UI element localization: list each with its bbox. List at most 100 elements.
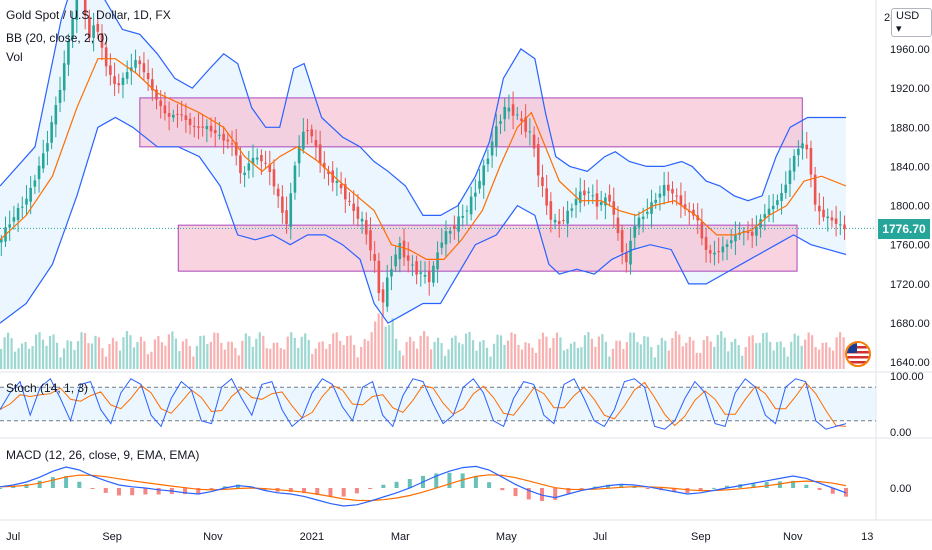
candle-body[interactable]: [545, 188, 548, 206]
candle-body[interactable]: [335, 181, 339, 183]
candle-body[interactable]: [352, 203, 355, 211]
candle-body[interactable]: [440, 242, 444, 248]
candle-body[interactable]: [511, 104, 515, 116]
candle-body[interactable]: [302, 131, 305, 150]
candle-body[interactable]: [771, 205, 775, 210]
candle-body[interactable]: [276, 188, 280, 197]
candle-body[interactable]: [92, 25, 95, 38]
candle-body[interactable]: [432, 265, 435, 283]
candle-body[interactable]: [818, 205, 821, 212]
candle-body[interactable]: [230, 143, 234, 145]
candle-body[interactable]: [839, 224, 842, 226]
candle-body[interactable]: [633, 225, 637, 238]
candle-body[interactable]: [583, 190, 586, 196]
candle-body[interactable]: [742, 231, 746, 233]
candle-body[interactable]: [608, 194, 611, 202]
candle-body[interactable]: [746, 231, 750, 233]
candle-body[interactable]: [348, 200, 351, 202]
candle-body[interactable]: [318, 144, 322, 164]
candle-body[interactable]: [822, 209, 825, 218]
candle-body[interactable]: [725, 244, 729, 247]
candle-body[interactable]: [499, 121, 502, 124]
candle-body[interactable]: [461, 216, 465, 218]
candle-body[interactable]: [109, 65, 112, 75]
candle-body[interactable]: [604, 197, 607, 206]
candle-body[interactable]: [591, 195, 595, 197]
candle-body[interactable]: [654, 199, 658, 203]
candle-body[interactable]: [436, 252, 439, 270]
candle-body[interactable]: [520, 118, 523, 121]
candle-body[interactable]: [293, 165, 297, 193]
candle-body[interactable]: [197, 126, 200, 128]
candle-body[interactable]: [570, 208, 574, 211]
candle-body[interactable]: [469, 196, 473, 215]
support-resistance-zone[interactable]: [139, 97, 803, 148]
candle-body[interactable]: [415, 261, 418, 275]
candle-body[interactable]: [750, 231, 754, 236]
candle-body[interactable]: [88, 16, 91, 38]
candle-body[interactable]: [717, 251, 720, 253]
candle-body[interactable]: [578, 191, 582, 203]
candle-body[interactable]: [192, 125, 196, 127]
candle-body[interactable]: [599, 201, 603, 206]
candle-body[interactable]: [788, 170, 792, 184]
candle-body[interactable]: [25, 198, 28, 205]
candle-body[interactable]: [515, 114, 519, 116]
candle-body[interactable]: [495, 126, 498, 147]
candle-body[interactable]: [402, 240, 406, 258]
candle-body[interactable]: [0, 238, 3, 243]
candle-body[interactable]: [272, 169, 276, 187]
candle-body[interactable]: [134, 59, 137, 68]
candle-body[interactable]: [713, 252, 716, 255]
candle-body[interactable]: [704, 236, 708, 250]
candle-body[interactable]: [826, 216, 830, 219]
candle-body[interactable]: [289, 193, 293, 227]
candle-body[interactable]: [834, 218, 838, 224]
candle-body[interactable]: [314, 139, 318, 147]
candle-body[interactable]: [528, 131, 532, 133]
candle-body[interactable]: [780, 192, 783, 201]
candle-body[interactable]: [247, 163, 251, 171]
bb-legend[interactable]: BB (20, close, 2, 0): [6, 31, 109, 45]
candle-body[interactable]: [12, 217, 16, 222]
stoch-legend[interactable]: Stoch (14, 1, 3): [6, 381, 89, 395]
candle-body[interactable]: [285, 210, 288, 225]
candle-body[interactable]: [226, 139, 230, 142]
candle-body[interactable]: [75, 0, 79, 20]
candle-body[interactable]: [616, 217, 620, 234]
candle-body[interactable]: [801, 143, 804, 149]
candle-body[interactable]: [692, 209, 695, 216]
candle-body[interactable]: [763, 214, 767, 219]
candle-body[interactable]: [465, 210, 469, 212]
candle-body[interactable]: [406, 255, 410, 261]
candle-body[interactable]: [830, 217, 834, 221]
candle-body[interactable]: [20, 206, 24, 208]
candle-body[interactable]: [562, 220, 565, 222]
candle-body[interactable]: [662, 184, 666, 196]
candle-body[interactable]: [708, 250, 712, 254]
candle-body[interactable]: [553, 219, 557, 223]
candle-body[interactable]: [268, 164, 272, 173]
candle-body[interactable]: [734, 234, 737, 242]
candle-body[interactable]: [188, 118, 192, 126]
candle-body[interactable]: [767, 208, 771, 215]
candle-body[interactable]: [213, 130, 217, 134]
candle-body[interactable]: [239, 155, 242, 174]
candle-body[interactable]: [121, 77, 125, 85]
candle-body[interactable]: [180, 114, 183, 116]
candle-body[interactable]: [503, 106, 507, 120]
candle-body[interactable]: [41, 153, 45, 169]
candle-body[interactable]: [809, 148, 813, 175]
candle-body[interactable]: [260, 155, 263, 162]
candle-body[interactable]: [377, 260, 381, 294]
candle-body[interactable]: [700, 221, 704, 239]
candle-body[interactable]: [629, 240, 632, 265]
candle-body[interactable]: [138, 60, 142, 65]
candle-body[interactable]: [423, 274, 427, 277]
candle-body[interactable]: [373, 253, 376, 261]
candle-body[interactable]: [125, 72, 129, 79]
candle-body[interactable]: [151, 79, 154, 91]
candle-body[interactable]: [792, 155, 796, 172]
candle-body[interactable]: [683, 204, 687, 210]
candle-body[interactable]: [776, 200, 779, 205]
